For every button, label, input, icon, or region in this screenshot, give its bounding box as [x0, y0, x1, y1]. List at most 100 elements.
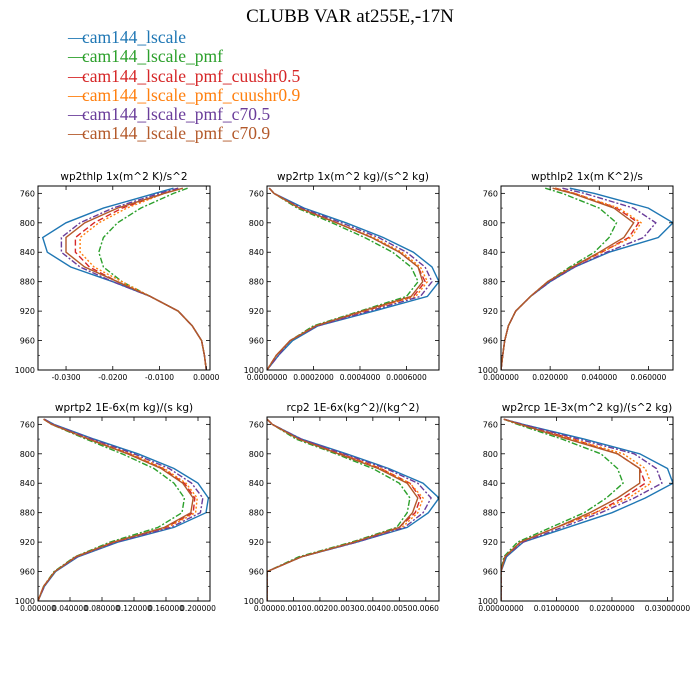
series-line: [501, 187, 635, 370]
x-tick-label: 0.0000000: [247, 373, 288, 382]
x-tick-label: 0.0010: [280, 604, 306, 613]
legend-line-icon: —: [68, 65, 86, 86]
panel-title: wp2rtp 1x(m^2 kg)/(s^2 kg): [277, 171, 429, 183]
series-line: [501, 418, 647, 601]
series-line: [501, 418, 663, 601]
y-tick-label: 960: [483, 568, 498, 577]
series-group: [501, 187, 673, 370]
y-tick-label: 840: [249, 479, 264, 488]
y-tick-label: 880: [483, 278, 498, 287]
series-line: [501, 418, 673, 601]
x-tick-label: 0.000000: [483, 373, 519, 382]
chart-panel: wp2rcp 1E-3x(m^2 kg)/(s^2 kg) 760 800 840 88…: [478, 402, 691, 613]
legend-label: cam144_lscale: [82, 27, 186, 47]
y-tick-label: 800: [20, 219, 35, 228]
x-tick-label: 0.0006000: [386, 373, 427, 382]
legend-entry: —cam144_lscale_pmf_c70.5: [68, 104, 300, 125]
panel-title: rcp2 1E-6x(kg^2)/(kg^2): [287, 402, 420, 414]
y-tick-label: 960: [20, 337, 35, 346]
x-tick-label: -0.0200: [98, 373, 127, 382]
chart-panel: wp2thlp 1x(m^2 K)/s^2 760 800 840 880 920 960 1…: [15, 171, 220, 382]
legend-label: cam144_lscale_pmf_cuushr0.9: [82, 84, 301, 105]
y-tick-label: 800: [249, 219, 264, 228]
x-tick-label: 0.060000: [631, 373, 667, 382]
legend-label: cam144_lscale_pmf_cuushr0.5: [82, 65, 301, 86]
y-tick-label: 880: [249, 278, 264, 287]
y-tick-label: 760: [20, 420, 35, 429]
x-tick-label: 0.120000: [116, 604, 152, 613]
series-line: [267, 187, 439, 370]
x-tick-label: 0.200000: [180, 604, 216, 613]
x-tick-label: 0.03000000: [645, 604, 691, 613]
y-tick-label: 840: [249, 248, 264, 257]
chart-panel: wpthlp2 1x(m K^2)/s 760 800 840 880 920 960 100…: [478, 171, 674, 382]
y-tick-label: 840: [20, 248, 35, 257]
x-tick-label: 0.0004000: [340, 373, 381, 382]
legend-line-icon: —: [68, 27, 86, 47]
x-tick-label: 0.0002000: [293, 373, 334, 382]
y-tick-label: 920: [20, 307, 35, 316]
series-line: [501, 187, 618, 370]
legend-label: cam144_lscale_pmf_c70.5: [82, 104, 271, 125]
panel-title: wp2rcp 1E-3x(m^2 kg)/(s^2 kg): [502, 402, 673, 414]
series-line: [267, 418, 432, 601]
panel-title: wp2thlp 1x(m^2 K)/s^2: [60, 171, 187, 183]
y-tick-label: 920: [483, 307, 498, 316]
x-tick-label: 0.0060: [413, 604, 439, 613]
plot-frame: [500, 185, 674, 371]
series-line: [38, 418, 194, 601]
y-tick-label: 960: [249, 337, 264, 346]
y-tick-label: 1000: [15, 597, 35, 606]
series-line: [41, 187, 207, 370]
y-tick-label: 920: [20, 538, 35, 547]
y-tick-label: 1000: [478, 366, 498, 375]
plot-frame: [266, 185, 440, 371]
series-line: [501, 187, 640, 370]
y-tick-label: 1000: [15, 366, 35, 375]
legend-label: cam144_lscale_pmf: [82, 46, 223, 67]
series-line: [501, 418, 641, 601]
x-tick-label: 0.0000: [193, 373, 219, 382]
y-tick-label: 800: [20, 450, 35, 459]
y-tick-label: 960: [249, 568, 264, 577]
series-group: [501, 418, 673, 601]
x-tick-label: 0.0000: [254, 604, 280, 613]
legend-line-icon: —: [68, 84, 86, 105]
y-tick-label: 800: [249, 450, 264, 459]
series-group: [267, 187, 439, 370]
y-tick-label: 760: [483, 189, 498, 198]
y-tick-label: 760: [249, 420, 264, 429]
plot-frame: [37, 416, 211, 602]
series-group: [41, 187, 207, 370]
series-group: [267, 418, 439, 601]
series-line: [267, 418, 419, 601]
x-tick-label: 0.01000000: [534, 604, 580, 613]
chart-panel: rcp2 1E-6x(kg^2)/(kg^2) 760 800 840 880 920 96…: [244, 402, 440, 613]
y-tick-label: 920: [249, 538, 264, 547]
y-tick-label: 760: [483, 420, 498, 429]
series-line: [65, 187, 207, 370]
legend-line-icon: —: [68, 46, 86, 67]
y-tick-label: 800: [483, 450, 498, 459]
x-tick-label: 0.0020: [307, 604, 333, 613]
x-tick-label: 0.0040: [360, 604, 386, 613]
y-tick-label: 880: [483, 509, 498, 518]
y-tick-label: 1000: [244, 366, 264, 375]
plot-frame: [266, 416, 440, 602]
y-tick-label: 760: [20, 189, 35, 198]
x-tick-label: 0.0030: [333, 604, 359, 613]
series-line: [267, 418, 424, 601]
series-line: [267, 187, 419, 370]
y-tick-label: 840: [483, 479, 498, 488]
y-tick-label: 840: [20, 479, 35, 488]
series-line: [267, 418, 411, 601]
y-tick-label: 760: [249, 189, 264, 198]
legend-entry: —cam144_lscale_pmf: [68, 46, 300, 67]
y-tick-label: 920: [249, 307, 264, 316]
y-tick-label: 1000: [478, 597, 498, 606]
legend-entry: —cam144_lscale: [68, 27, 300, 47]
x-tick-label: -0.0100: [145, 373, 174, 382]
series-line: [501, 187, 643, 370]
series-line: [267, 418, 422, 601]
